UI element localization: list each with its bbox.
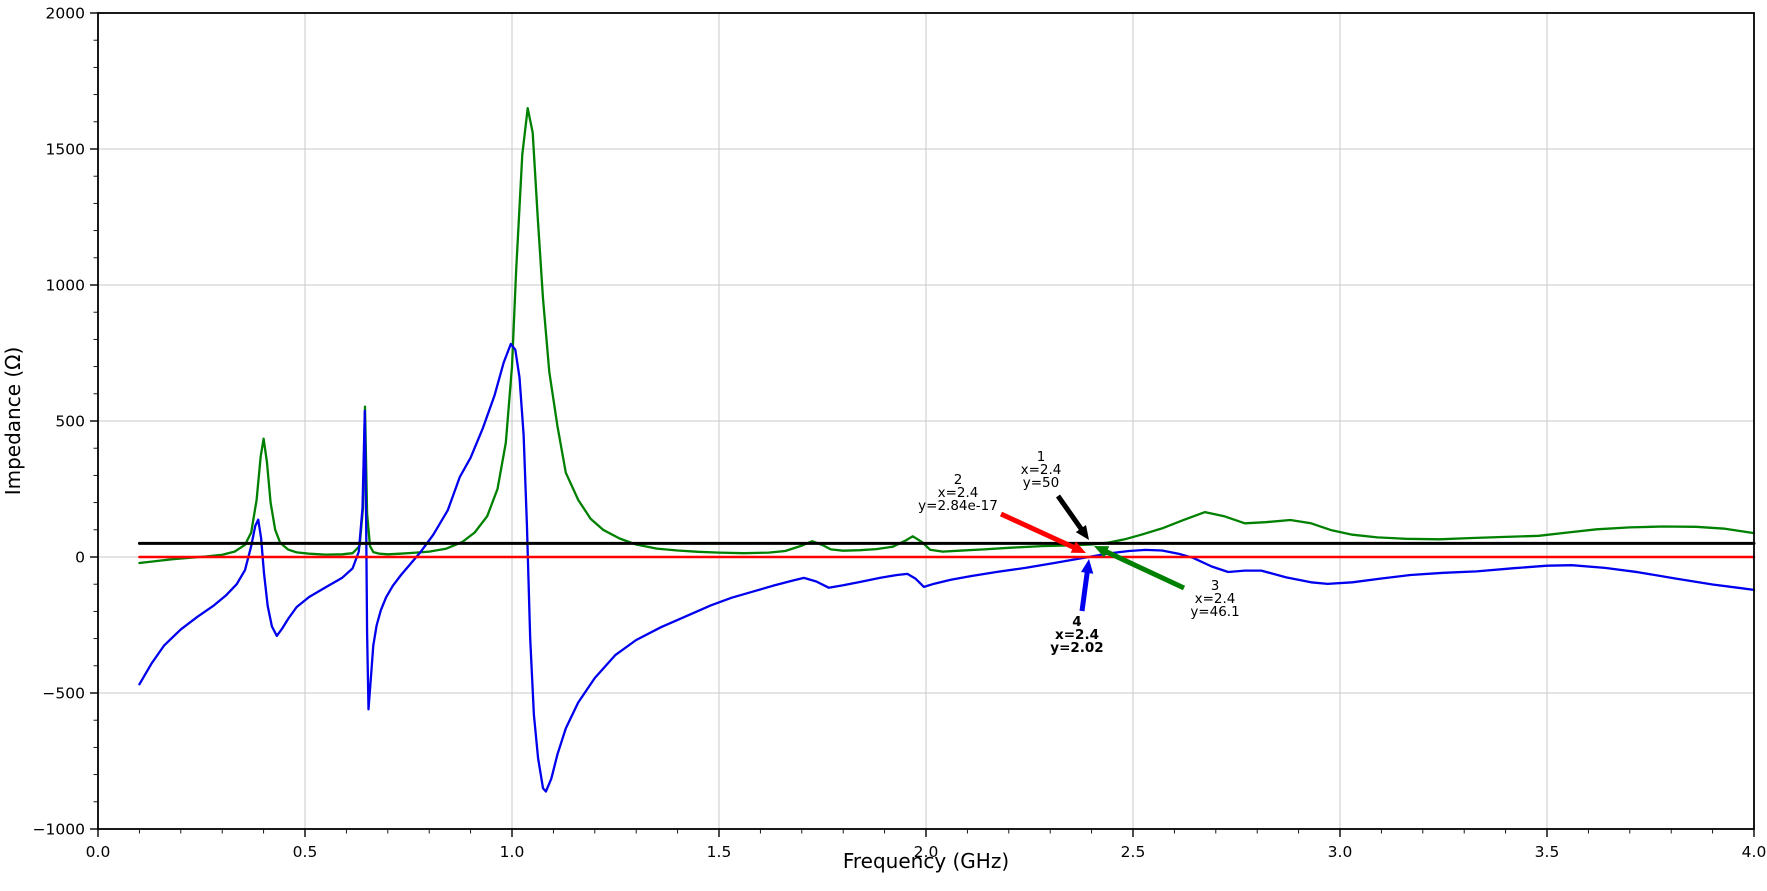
- y-tick-label: 1000: [46, 277, 85, 295]
- annotation-arrow-shaft: [1103, 548, 1186, 591]
- annotation-2: 2x=2.4y=2.84e-17: [918, 472, 1086, 553]
- annotation-arrow-shaft: [1055, 494, 1085, 532]
- reactance-curve: [138, 342, 1756, 793]
- x-tick-label: 4.0: [1742, 843, 1767, 861]
- y-axis-label: Impedance (Ω): [1, 347, 25, 496]
- x-tick-label: 0.0: [86, 843, 111, 861]
- y-tick-label: 500: [55, 413, 85, 431]
- annotation-arrow-head: [1075, 524, 1089, 540]
- resistance-curve: [138, 107, 1756, 565]
- annotation-4: 4x=2.4y=2.02: [1050, 559, 1104, 656]
- annotation-arrow-head: [1080, 559, 1094, 574]
- annotation-text: 2: [954, 472, 963, 488]
- annotation-text: y=50: [1023, 475, 1059, 491]
- annotation-text: 3: [1211, 578, 1220, 594]
- annotation-3: 3x=2.4y=46.1: [1094, 546, 1240, 620]
- x-tick-label: 1.5: [707, 843, 732, 861]
- x-axis-label: Frequency (GHz): [843, 849, 1009, 873]
- annotation-text: 4: [1072, 614, 1081, 630]
- annotation-arrow-shaft: [1079, 570, 1090, 612]
- annotation-text: 1: [1037, 449, 1046, 465]
- annotation-arrow-head: [1070, 541, 1086, 553]
- annotation-arrow-head: [1094, 546, 1110, 558]
- grid-layer: [98, 13, 1754, 829]
- x-tick-label: 3.0: [1328, 843, 1353, 861]
- annotation-1: 1x=2.4y=50: [1021, 449, 1089, 540]
- annotation-text: y=46.1: [1190, 604, 1239, 620]
- annotation-text: x=2.4: [1195, 591, 1236, 607]
- annotation-text: x=2.4: [1055, 627, 1099, 643]
- annotation-text: y=2.02: [1050, 640, 1103, 656]
- y-tick-label: 0: [75, 549, 85, 567]
- annotation-text: y=2.84e-17: [918, 498, 998, 514]
- annotation-arrow-shaft: [999, 511, 1077, 551]
- x-tick-label: 3.5: [1535, 843, 1560, 861]
- x-tick-label: 1.0: [500, 843, 525, 861]
- series-layer: [137, 107, 1756, 793]
- x-tick-label: 0.5: [293, 843, 318, 861]
- annotation-text: x=2.4: [1021, 462, 1062, 478]
- x-tick-label: 2.0: [914, 843, 939, 861]
- annotation-text: x=2.4: [938, 485, 979, 501]
- x-tick-label: 2.5: [1121, 843, 1146, 861]
- y-tick-label: −1000: [33, 821, 85, 839]
- y-tick-label: 2000: [46, 5, 85, 23]
- y-tick-label: 1500: [46, 141, 85, 159]
- annotation-layer: 1x=2.4y=502x=2.4y=2.84e-173x=2.4y=46.14x…: [918, 449, 1240, 656]
- axes-layer: 0.0 0.5 1.0 1.5 2.0 2.5 3.0 3.5 4.0 2000 1500 1000 5…: [33, 5, 1767, 862]
- y-tick-label: −500: [42, 685, 85, 703]
